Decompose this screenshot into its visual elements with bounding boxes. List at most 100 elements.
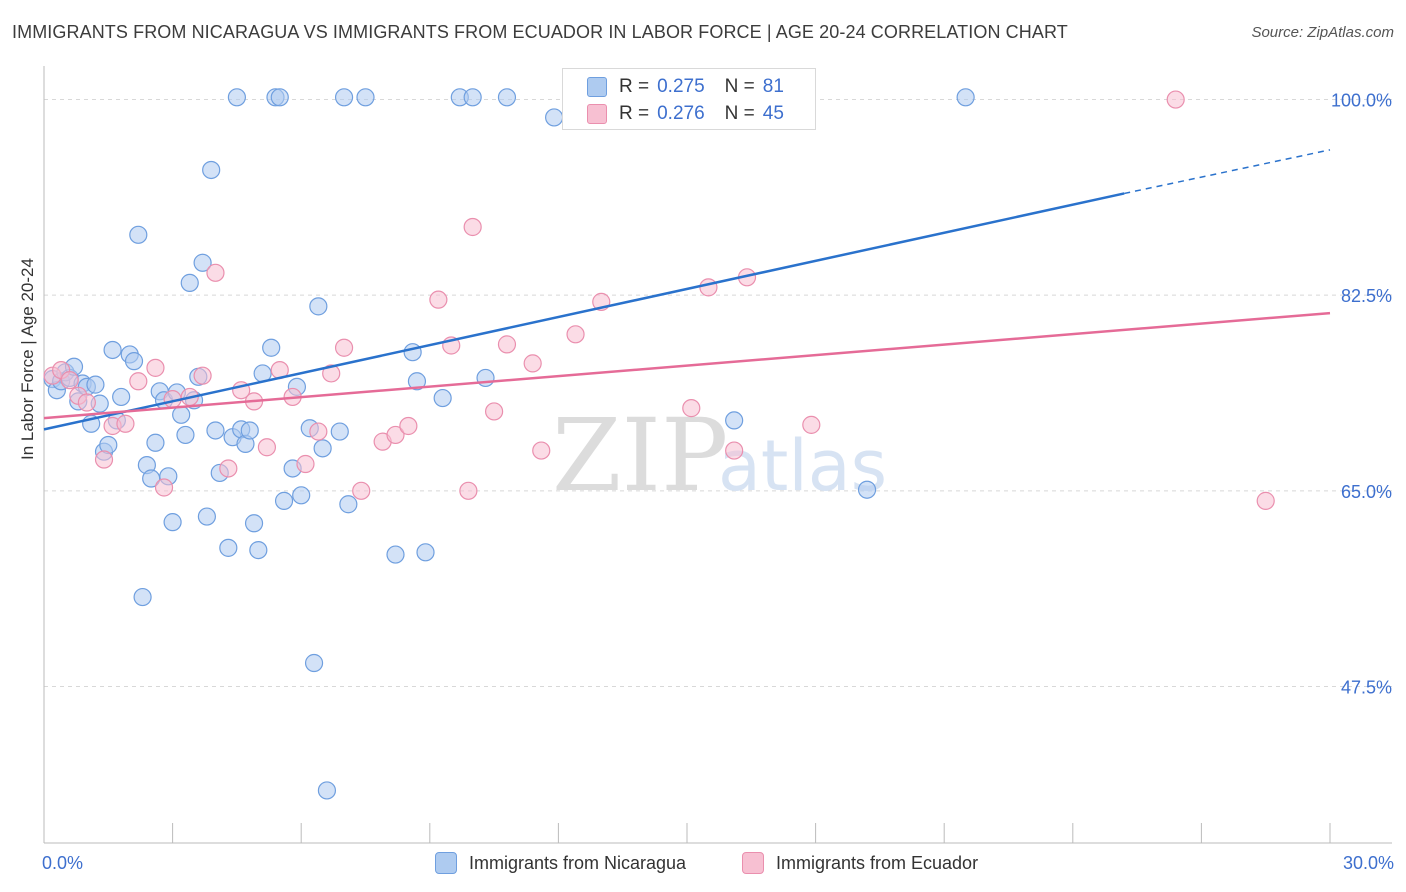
legend-item-ecuador[interactable]: Immigrants from Ecuador (742, 852, 978, 874)
point-ecuador (77, 393, 96, 412)
point-ecuador (146, 358, 165, 377)
point-nicaragua (129, 225, 148, 244)
point-nicaragua (172, 405, 191, 424)
stats-row-ecuador: R = 0.276 N = 45 (587, 103, 784, 125)
point-ecuador (219, 459, 238, 478)
point-ecuador (463, 217, 482, 237)
point-nicaragua (497, 88, 517, 107)
point-ecuador (206, 263, 225, 282)
trend-lines (43, 149, 1331, 431)
point-ecuador (296, 454, 315, 474)
point-nicaragua (313, 439, 332, 458)
x-axis-max-label: 30.0% (1342, 853, 1394, 873)
point-ecuador (485, 402, 504, 421)
point-nicaragua (219, 538, 238, 557)
legend-item-nicaragua[interactable]: Immigrants from Nicaragua (435, 852, 686, 874)
point-ecuador (429, 290, 448, 309)
point-ecuador (699, 278, 718, 297)
point-ecuador (399, 416, 418, 436)
nicaragua-swatch (587, 77, 607, 97)
point-nicaragua (476, 368, 495, 388)
legend-label-ecuador: Immigrants from Ecuador (776, 852, 979, 873)
axes (43, 66, 1392, 844)
point-nicaragua (416, 543, 435, 562)
point-ecuador (1166, 90, 1185, 109)
point-nicaragua (330, 422, 349, 441)
source-label: Source: ZipAtlas.com (1251, 24, 1394, 41)
point-ecuador (725, 441, 744, 460)
point-ecuador (523, 354, 542, 373)
point-nicaragua (193, 253, 212, 272)
watermark: ZIP atlas (552, 397, 887, 514)
point-ecuador (497, 335, 517, 354)
x-axis-min-label: 0.0% (42, 853, 84, 873)
point-ecuador (532, 441, 551, 460)
point-ecuador (322, 364, 341, 383)
point-nicaragua (206, 421, 225, 440)
point-nicaragua (227, 88, 246, 107)
ecuador-swatch (587, 104, 607, 124)
trend-line-ecuador (43, 311, 1331, 420)
series-ecuador-points (43, 90, 1275, 510)
nicaragua-r-label: R = (619, 76, 650, 97)
chart-title: IMMIGRANTS FROM NICARAGUA VS IMMIGRANTS … (12, 22, 1068, 42)
point-ecuador (682, 399, 701, 418)
series-legend: Immigrants from Nicaragua Immigrants fro… (0, 852, 1406, 876)
point-ecuador (334, 338, 354, 357)
point-nicaragua (197, 507, 216, 526)
point-nicaragua (163, 513, 182, 532)
ecuador-r-label: R = (619, 103, 650, 124)
point-nicaragua (249, 540, 268, 560)
stats-legend: R = 0.275 N = 81 R = 0.276 N = 45 (562, 68, 816, 130)
point-nicaragua (262, 338, 281, 357)
point-nicaragua (309, 297, 328, 316)
legend-label-nicaragua: Immigrants from Nicaragua (469, 852, 687, 873)
point-nicaragua (386, 545, 405, 564)
point-nicaragua (304, 653, 324, 673)
y-tick-labels: 100.0% 82.5% 65.0% 47.5% (1331, 91, 1392, 698)
ecuador-r-value: 0.276 (657, 103, 705, 124)
point-nicaragua (339, 495, 358, 514)
ecuador-n-label: N = (724, 103, 755, 124)
point-nicaragua (317, 781, 337, 800)
point-ecuador (116, 414, 135, 433)
point-ecuador (566, 325, 585, 344)
stats-row-nicaragua: R = 0.275 N = 81 (587, 76, 784, 98)
legend-swatch-nicaragua (435, 852, 457, 874)
trend-line-nicaragua-extension (1124, 149, 1331, 195)
point-nicaragua (244, 514, 264, 533)
point-nicaragua (124, 352, 144, 371)
y-tick-label: 65.0% (1341, 482, 1392, 502)
point-nicaragua (433, 388, 452, 408)
point-nicaragua (146, 433, 165, 452)
point-nicaragua (545, 108, 564, 127)
point-nicaragua (180, 273, 199, 292)
point-ecuador (802, 415, 821, 434)
y-axis-title: In Labor Force | Age 20-24 (18, 258, 37, 460)
watermark-zip: ZIP (552, 397, 728, 514)
point-nicaragua (133, 587, 152, 607)
point-nicaragua (407, 372, 427, 391)
point-nicaragua (274, 491, 294, 510)
nicaragua-r-value: 0.275 (657, 76, 705, 97)
legend-swatch-ecuador (742, 852, 764, 874)
point-nicaragua (86, 375, 105, 394)
point-ecuador (154, 478, 174, 497)
point-ecuador (129, 372, 148, 391)
point-nicaragua (103, 340, 122, 360)
point-ecuador (386, 425, 405, 445)
point-ecuador (94, 450, 114, 469)
point-ecuador (257, 438, 277, 457)
point-ecuador (193, 366, 212, 385)
point-nicaragua (356, 88, 375, 107)
trend-line-nicaragua (43, 192, 1125, 431)
point-nicaragua (176, 425, 195, 445)
point-ecuador (60, 371, 79, 390)
point-nicaragua (270, 88, 289, 107)
point-nicaragua (857, 480, 877, 499)
y-tick-label: 100.0% (1331, 91, 1392, 111)
point-ecuador (459, 481, 478, 500)
nicaragua-n-value: 81 (762, 76, 784, 97)
point-nicaragua (292, 486, 311, 505)
